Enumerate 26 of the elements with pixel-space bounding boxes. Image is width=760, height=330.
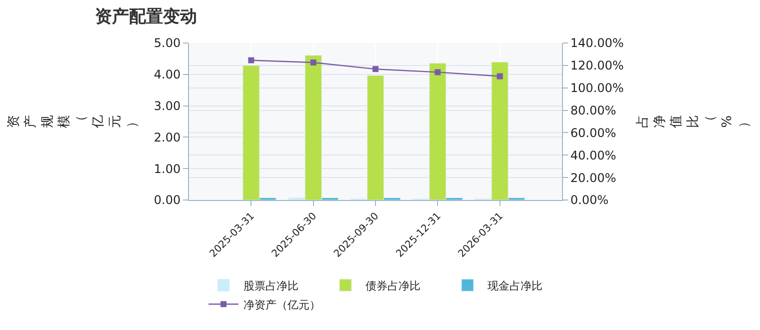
point [310,59,316,66]
point [372,66,378,72]
y-tick-label: 2.00 [154,130,181,144]
y2-tick-label: 100.00% [570,81,624,96]
y-tick-label: 1.00 [154,162,181,176]
point [248,57,254,64]
y-axis-title: 资产规模（亿元） [6,115,140,129]
y2-tick-label: 20.00% [570,170,616,185]
y2-tick-label: 0.00% [570,193,609,208]
legend-label: 股票占净比 [244,279,298,292]
y2-tick-label: 120.00% [570,58,624,73]
point [434,69,441,76]
y2-tick-label: 140.00% [570,36,624,50]
y-tick-label: 4.00 [154,68,181,82]
chart-title: 资产配置变动 [95,6,197,27]
y2-axis-title: 占净值比（%） [635,115,752,128]
y-tick-label: 0.00 [154,193,181,208]
legend-label: 债券占净比 [366,279,420,292]
y-tick-label: 3.00 [154,99,181,113]
y2-tick-label: 40.00% [570,148,616,162]
y2-tick-label: 60.00% [570,126,616,140]
legend-label: 现金占净比 [488,279,542,292]
point [496,73,503,80]
y2-tick-label: 80.00% [570,103,616,118]
legend-label: 净资产（亿元） [244,298,320,312]
y-tick-label: 5.00 [154,36,181,50]
